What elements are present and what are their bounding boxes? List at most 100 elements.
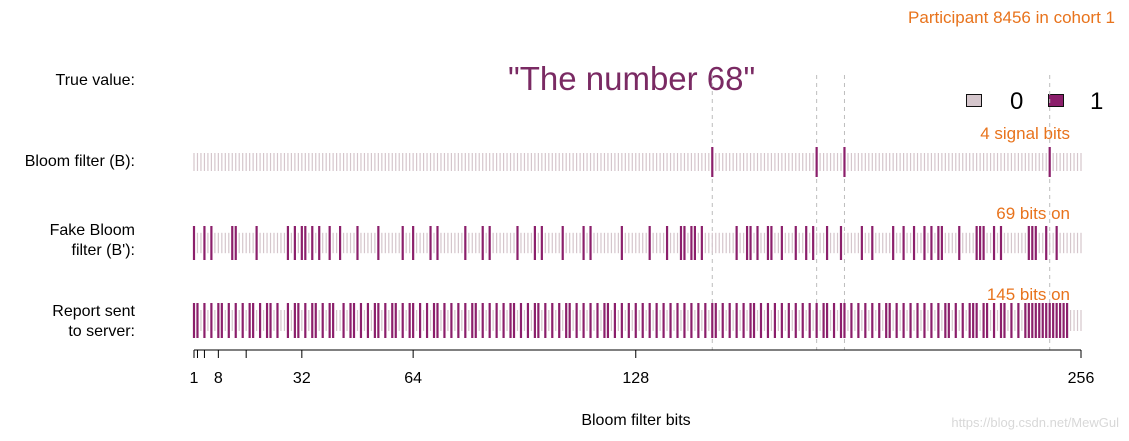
bit-on-225 [972, 303, 975, 338]
bit-off-96 [523, 232, 526, 254]
bit-off-121 [610, 310, 613, 331]
bit-off-38 [322, 153, 324, 171]
bit-off-88 [496, 153, 498, 171]
bit-on-73 [443, 303, 446, 338]
bit-on-231 [992, 226, 996, 260]
bit-off-116 [593, 232, 595, 254]
bit-on-37 [318, 226, 321, 260]
bit-off-118 [600, 310, 602, 331]
bit-off-208 [913, 310, 915, 331]
bit-off-220 [955, 153, 957, 171]
bit-on-243 [1034, 226, 1037, 260]
bit-off-254 [1073, 153, 1075, 171]
bit-off-7 [214, 310, 216, 331]
bit-off-178 [809, 232, 811, 254]
bit-on-40 [328, 303, 331, 338]
bit-on-4 [203, 303, 206, 338]
bit-off-76 [454, 232, 456, 254]
bit-off-83 [478, 153, 480, 171]
bit-off-31 [297, 153, 299, 171]
bit-on-88 [495, 303, 498, 338]
bit-off-201 [889, 232, 891, 254]
bit-off-149 [708, 232, 710, 254]
bit-off-89 [499, 153, 501, 171]
bit-off-233 [1000, 153, 1002, 171]
bit-on-157 [735, 303, 738, 338]
bit-off-248 [1052, 153, 1054, 171]
bit-off-179 [812, 310, 814, 331]
bit-on-180 [815, 147, 818, 177]
bit-off-139 [673, 153, 675, 171]
bit-off-49 [360, 232, 362, 254]
bit-off-66 [419, 153, 421, 171]
bit-off-75 [450, 153, 453, 171]
bit-off-236 [1010, 232, 1013, 254]
bit-off-131 [645, 153, 647, 171]
bit-on-226 [975, 303, 978, 338]
bit-row-fake [192, 226, 1082, 260]
bit-off-46 [349, 153, 352, 171]
bit-off-238 [1017, 232, 1019, 254]
bit-off-12 [231, 153, 233, 171]
bit-on-12 [231, 226, 234, 260]
bit-off-129 [638, 310, 640, 331]
bit-off-111 [576, 232, 578, 254]
bit-off-172 [788, 153, 790, 171]
bit-on-136 [662, 303, 665, 338]
bit-off-169 [777, 232, 779, 254]
bit-off-11 [228, 232, 230, 254]
bit-on-213 [930, 226, 933, 260]
bit-on-140 [676, 303, 679, 338]
bit-on-101 [540, 226, 543, 260]
bit-off-142 [683, 153, 686, 171]
bit-on-77 [457, 303, 460, 338]
bit-off-74 [447, 310, 449, 331]
bit-off-167 [770, 310, 773, 331]
bit-on-92 [509, 303, 512, 338]
bit-off-74 [447, 232, 449, 254]
bit-on-242 [1031, 226, 1034, 260]
bit-off-55 [381, 310, 383, 331]
bit-on-124 [620, 226, 623, 260]
bit-off-178 [809, 153, 811, 171]
bit-row-report [192, 303, 1082, 338]
bit-off-21 [262, 232, 265, 254]
bit-on-25 [276, 303, 279, 338]
bit-off-110 [572, 153, 574, 171]
bit-off-171 [784, 310, 786, 331]
bit-off-119 [603, 153, 606, 171]
bit-off-49 [360, 153, 362, 171]
bit-off-143 [687, 153, 689, 171]
bit-off-95 [520, 232, 522, 254]
bit-off-211 [923, 153, 926, 171]
bit-off-129 [638, 153, 640, 171]
bit-on-238 [1017, 303, 1020, 338]
bit-off-23 [269, 153, 272, 171]
bit-off-34 [308, 232, 310, 254]
bit-on-170 [780, 226, 783, 260]
bit-off-121 [610, 153, 613, 171]
bit-off-8 [217, 153, 219, 171]
bit-off-234 [1003, 153, 1006, 171]
bit-off-168 [774, 232, 776, 254]
bit-on-28 [286, 303, 290, 338]
bit-off-106 [558, 153, 560, 171]
bit-off-45 [346, 153, 348, 171]
bit-off-76 [454, 153, 456, 171]
bit-off-99 [534, 153, 536, 171]
bit-off-184 [829, 153, 832, 171]
bit-off-133 [652, 232, 654, 254]
bit-off-216 [941, 153, 943, 171]
bit-off-42 [336, 310, 338, 331]
bit-on-8 [217, 303, 220, 338]
bit-off-114 [586, 153, 588, 171]
bit-off-91 [506, 310, 508, 331]
bit-off-118 [600, 232, 602, 254]
bit-on-81 [471, 303, 474, 338]
bit-off-94 [516, 310, 519, 331]
bit-on-187 [839, 226, 843, 260]
bit-on-61 [401, 226, 404, 260]
bit-off-247 [1049, 232, 1051, 254]
bit-off-188 [843, 232, 846, 254]
bit-off-207 [909, 232, 912, 254]
